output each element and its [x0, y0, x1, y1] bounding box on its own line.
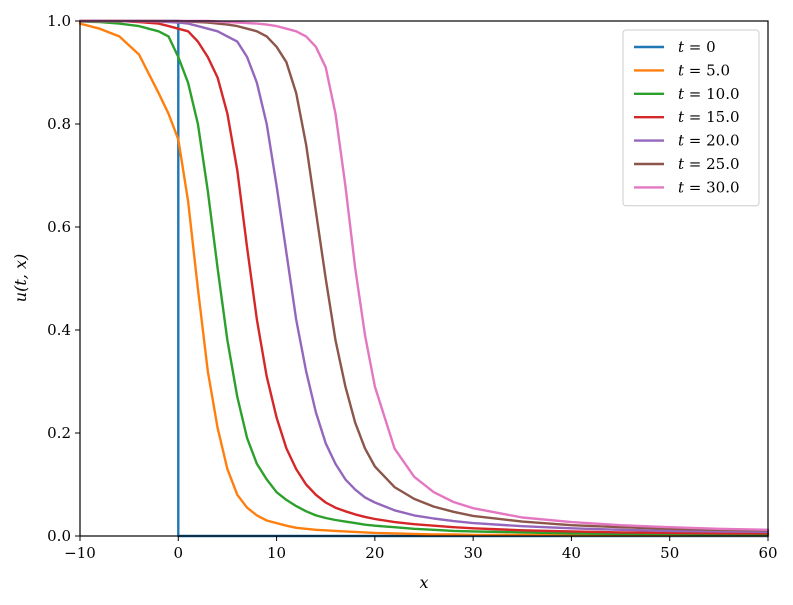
- plot-frame: [79, 20, 769, 537]
- legend-label-3: t = 15.0: [678, 108, 740, 126]
- legend-box: [622, 29, 760, 207]
- x-tick-label-7: 60: [758, 544, 777, 562]
- y-tick-label-1: 0.2: [47, 424, 71, 442]
- legend-label-0: t = 0: [678, 38, 716, 56]
- x-axis-label: x: [419, 573, 428, 592]
- legend-label-4: t = 20.0: [678, 132, 740, 150]
- x-tick-label-6: 50: [660, 544, 679, 562]
- x-tick-label-0: −10: [64, 544, 96, 562]
- x-tick-label-5: 40: [562, 544, 581, 562]
- y-tick-label-3: 0.6: [47, 218, 71, 236]
- x-tick-label-3: 20: [365, 544, 384, 562]
- x-tick-label-4: 30: [464, 544, 483, 562]
- series-line-3: [78, 19, 770, 535]
- y-tick-label-0: 0.0: [47, 527, 71, 545]
- legend: t = 0 t = 5.0 t = 10.0 t = 15.0 t = 20.0 t = …: [622, 29, 760, 207]
- series-line-1: [78, 22, 770, 537]
- axes-layer: −10 0 10 20 30 40 50 60 0.0 0.2 0.4 0.6 0.8 1.0: [47, 12, 777, 562]
- legend-label-5: t = 25.0: [678, 155, 740, 173]
- series-layer: [78, 19, 770, 538]
- legend-label-1: t = 5.0: [678, 61, 730, 79]
- x-tick-label-2: 10: [267, 544, 286, 562]
- y-axis-label: u(t, x): [11, 254, 30, 302]
- series-line-2: [78, 20, 770, 536]
- x-tick-label-1: 0: [174, 544, 184, 562]
- legend-label-6: t = 30.0: [678, 178, 740, 196]
- y-tick-label-5: 1.0: [47, 12, 71, 30]
- legend-label-2: t = 10.0: [678, 85, 740, 103]
- y-tick-label-4: 0.8: [47, 115, 71, 133]
- series-line-4: [78, 19, 770, 534]
- y-tick-label-2: 0.4: [47, 321, 71, 339]
